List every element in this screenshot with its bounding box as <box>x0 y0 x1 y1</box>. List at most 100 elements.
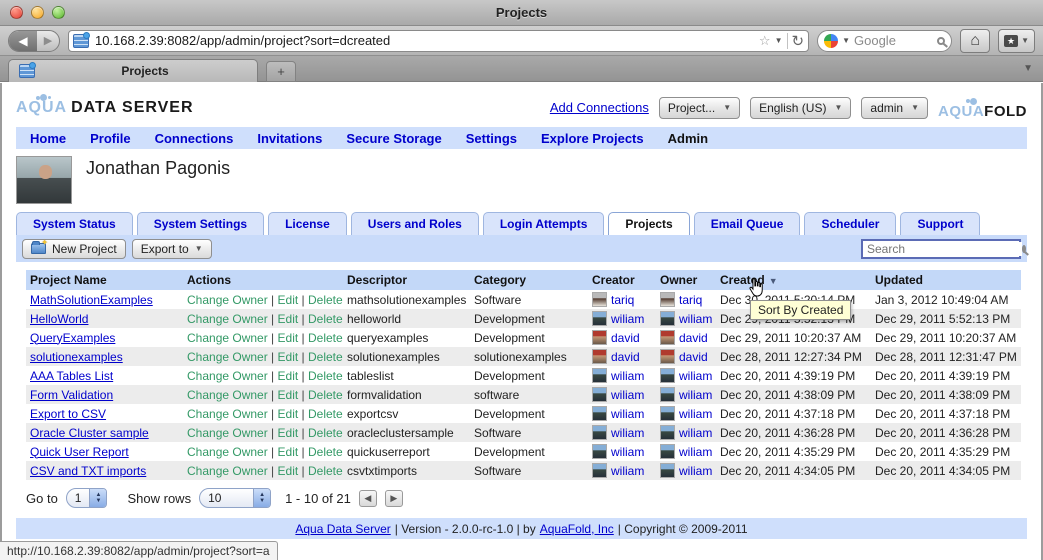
edit-link[interactable]: Edit <box>277 425 299 440</box>
tab-users-and-roles[interactable]: Users and Roles <box>350 212 479 235</box>
delete-link[interactable]: Delete <box>308 311 343 326</box>
owner-link[interactable]: wiliam <box>679 312 713 326</box>
stepper-arrows-icon[interactable]: ▲ ▼ <box>253 489 271 507</box>
bookmarks-button[interactable]: ★ ▼ <box>998 28 1035 53</box>
zoom-window-button[interactable] <box>52 6 65 19</box>
project-link[interactable]: Oracle Cluster sample <box>30 425 149 440</box>
home-button[interactable]: ⌂ <box>960 28 991 53</box>
edit-link[interactable]: Edit <box>277 292 299 307</box>
search-input[interactable] <box>867 241 1022 256</box>
owner-link[interactable]: wiliam <box>679 369 713 383</box>
change-owner-link[interactable]: Change Owner <box>187 292 268 307</box>
tab-scheduler[interactable]: Scheduler <box>804 212 897 235</box>
tab-email-queue[interactable]: Email Queue <box>693 212 801 235</box>
project-dropdown[interactable]: Project... ▼ <box>658 96 741 119</box>
bookmark-dropdown-icon[interactable]: ▼ <box>774 36 783 45</box>
delete-link[interactable]: Delete <box>308 463 343 478</box>
creator-link[interactable]: wiliam <box>611 445 645 459</box>
delete-link[interactable]: Delete <box>308 406 343 421</box>
footer-aquafold-link[interactable]: AquaFold, Inc <box>539 521 614 536</box>
delete-link[interactable]: Delete <box>308 368 343 383</box>
nav-item-home[interactable]: Home <box>30 130 67 146</box>
delete-link[interactable]: Delete <box>308 330 343 345</box>
url-text[interactable]: 10.168.2.39:8082/app/admin/project?sort=… <box>95 33 391 48</box>
change-owner-link[interactable]: Change Owner <box>187 387 268 402</box>
project-link[interactable]: AAA Tables List <box>30 368 114 383</box>
owner-link[interactable]: wiliam <box>679 426 713 440</box>
project-link[interactable]: Export to CSV <box>30 406 107 421</box>
edit-link[interactable]: Edit <box>277 330 299 345</box>
new-project-button[interactable]: New Project <box>22 238 126 259</box>
column-header-owner[interactable]: Owner <box>656 270 716 290</box>
column-header-actions[interactable]: Actions <box>183 270 343 290</box>
list-all-tabs-icon[interactable]: ▼ <box>1023 63 1033 74</box>
change-owner-link[interactable]: Change Owner <box>187 406 268 421</box>
edit-link[interactable]: Edit <box>277 311 299 326</box>
search-icon[interactable] <box>1022 244 1026 253</box>
column-header-descriptor[interactable]: Descriptor <box>343 270 470 290</box>
creator-link[interactable]: wiliam <box>611 407 645 421</box>
owner-link[interactable]: wiliam <box>679 464 713 478</box>
edit-link[interactable]: Edit <box>277 368 299 383</box>
show-rows-stepper[interactable]: 10 ▲ ▼ <box>199 488 272 508</box>
tab-license[interactable]: License <box>268 212 347 235</box>
creator-link[interactable]: wiliam <box>611 464 645 478</box>
new-tab-button[interactable]: + <box>266 61 296 82</box>
browser-search-box[interactable]: ▼ Google <box>817 29 953 52</box>
owner-link[interactable]: tariq <box>679 293 703 307</box>
nav-item-settings[interactable]: Settings <box>465 130 518 146</box>
go-to-page-stepper[interactable]: 1 ▲ ▼ <box>65 488 108 508</box>
owner-link[interactable]: wiliam <box>679 407 713 421</box>
project-link[interactable]: Form Validation <box>30 387 114 402</box>
forward-button[interactable]: ▶ <box>43 35 53 47</box>
column-header-creator[interactable]: Creator <box>588 270 656 290</box>
nav-item-admin[interactable]: Admin <box>667 130 709 146</box>
search-icon[interactable] <box>937 36 946 45</box>
footer-aqua-data-server-link[interactable]: Aqua Data Server <box>295 521 391 536</box>
change-owner-link[interactable]: Change Owner <box>187 463 268 478</box>
owner-link[interactable]: david <box>679 331 708 345</box>
change-owner-link[interactable]: Change Owner <box>187 444 268 459</box>
creator-link[interactable]: wiliam <box>611 388 645 402</box>
edit-link[interactable]: Edit <box>277 387 299 402</box>
tab-system-status[interactable]: System Status <box>16 212 133 235</box>
project-link[interactable]: MathSolutionExamples <box>30 292 153 307</box>
delete-link[interactable]: Delete <box>308 425 343 440</box>
nav-item-secure-storage[interactable]: Secure Storage <box>346 130 442 146</box>
search-engine-dropdown-icon[interactable]: ▼ <box>842 36 850 45</box>
change-owner-link[interactable]: Change Owner <box>187 368 268 383</box>
column-header-project-name[interactable]: Project Name <box>26 270 183 290</box>
language-dropdown[interactable]: English (US) ▼ <box>750 96 852 119</box>
creator-link[interactable]: david <box>611 350 640 364</box>
tab-system-settings[interactable]: System Settings <box>136 212 265 235</box>
minimize-window-button[interactable] <box>31 6 44 19</box>
edit-link[interactable]: Edit <box>277 349 299 364</box>
nav-item-invitations[interactable]: Invitations <box>257 130 323 146</box>
nav-item-connections[interactable]: Connections <box>154 130 234 146</box>
project-link[interactable]: CSV and TXT imports <box>30 463 147 478</box>
tab-support[interactable]: Support <box>900 212 981 235</box>
change-owner-link[interactable]: Change Owner <box>187 425 268 440</box>
creator-link[interactable]: wiliam <box>611 312 645 326</box>
url-bar[interactable]: 10.168.2.39:8082/app/admin/project?sort=… <box>68 29 810 52</box>
edit-link[interactable]: Edit <box>277 463 299 478</box>
project-link[interactable]: solutionexamples <box>30 349 123 364</box>
tab-login-attempts[interactable]: Login Attempts <box>482 212 605 235</box>
delete-link[interactable]: Delete <box>308 444 343 459</box>
bookmark-star-icon[interactable]: ☆ <box>758 32 771 48</box>
delete-link[interactable]: Delete <box>308 292 343 307</box>
column-header-created[interactable]: Created ▼ <box>716 270 871 290</box>
next-page-button[interactable]: ▶ <box>384 489 403 507</box>
change-owner-link[interactable]: Change Owner <box>187 349 268 364</box>
back-button[interactable]: ◀ <box>9 30 37 51</box>
creator-link[interactable]: wiliam <box>611 426 645 440</box>
delete-link[interactable]: Delete <box>308 387 343 402</box>
edit-link[interactable]: Edit <box>277 444 299 459</box>
creator-link[interactable]: david <box>611 331 640 345</box>
creator-link[interactable]: tariq <box>611 293 635 307</box>
delete-link[interactable]: Delete <box>308 349 343 364</box>
previous-page-button[interactable]: ◀ <box>358 489 377 507</box>
table-search-box[interactable] <box>861 238 1026 259</box>
edit-link[interactable]: Edit <box>277 406 299 421</box>
close-window-button[interactable] <box>10 6 23 19</box>
